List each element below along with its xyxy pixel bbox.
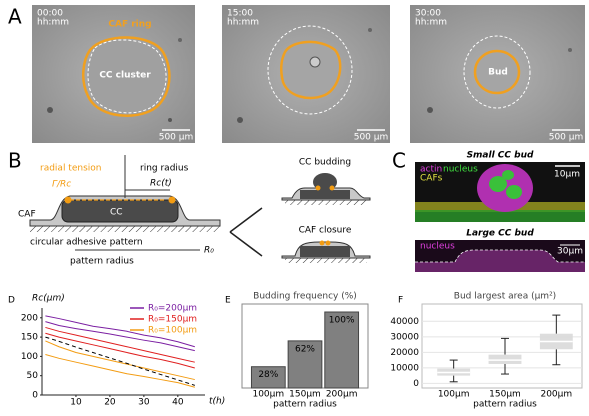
channel-label: nucleus xyxy=(443,165,478,175)
annotation: CC xyxy=(110,208,123,218)
panel-letter: D xyxy=(8,296,15,306)
y-tick-label: 40000 xyxy=(390,317,419,327)
box xyxy=(489,355,522,364)
micrograph: CAF ring CC cluster 00:00 hh:mm 500 μm xyxy=(32,5,195,143)
x-tick-label: 150μm xyxy=(289,390,321,400)
x-tick-label: 40 xyxy=(172,398,184,408)
panel-letter: B xyxy=(8,149,22,173)
annotation: circular adhesive pattern xyxy=(30,238,143,248)
legend-label: R₀=200μm xyxy=(148,304,197,314)
label: CAF ring xyxy=(108,20,151,30)
scale-bar: 30μm xyxy=(557,247,583,257)
x-tick-label: 150μm xyxy=(489,390,521,400)
y-tick-label: 0 xyxy=(413,379,419,389)
x-tick-label: 200μm xyxy=(540,390,572,400)
x-tick-label: 100μm xyxy=(438,390,470,400)
y-tick-label: 0 xyxy=(32,391,38,401)
legend-label: R₀=150μm xyxy=(148,315,197,325)
y-tick-label: 150 xyxy=(21,333,38,343)
micrograph: 15:00 hh:mm 500 μm xyxy=(222,5,390,143)
label: CC cluster xyxy=(99,71,151,81)
axis-label: Rc(μm) xyxy=(32,294,65,304)
image-title: Small CC bud xyxy=(467,151,534,161)
image-title: Large CC bud xyxy=(466,229,534,239)
value-label: 28% xyxy=(258,370,278,380)
chart-title: Bud largest area (μm²) xyxy=(454,292,556,302)
series-line xyxy=(45,354,194,387)
scale-bar: 500 μm xyxy=(159,133,194,143)
annotation: pattern radius xyxy=(70,257,134,267)
annotation: R₀ xyxy=(204,246,214,256)
axis-label: pattern radius xyxy=(473,400,537,410)
panel-letter: A xyxy=(8,5,22,29)
figure: A CAF ring CC cluster 00:00 hh:mm 500 μm… xyxy=(0,0,589,416)
annotation: CAF xyxy=(18,210,36,220)
axis-label: pattern radius xyxy=(273,400,337,410)
panel-letter: F xyxy=(398,296,403,306)
series-line xyxy=(45,337,194,385)
scale-bar: 500 μm xyxy=(354,133,389,143)
fluorescence-image: actin nucleus CAFs 10μm xyxy=(415,162,585,222)
channel-label: nucleus xyxy=(420,242,455,252)
channel-label: CAFs xyxy=(420,174,443,184)
x-tick-label: 10 xyxy=(70,398,82,408)
x-tick-label: 200μm xyxy=(326,390,358,400)
label: Bud xyxy=(488,68,508,78)
micrograph: Bud 30:00 hh:mm 500 μm xyxy=(410,5,585,143)
y-tick-label: 100 xyxy=(21,352,38,362)
annotation: Γ/Rc xyxy=(52,180,71,190)
legend-label: R₀=100μm xyxy=(148,326,197,336)
schematic: radial tension Γ/Rc ring radius Rc(t) CA… xyxy=(18,155,370,267)
annotation: radial tension xyxy=(40,164,101,174)
y-tick-label: 10000 xyxy=(390,363,419,373)
y-tick-label: 30000 xyxy=(390,332,419,342)
fluorescence-image: nucleus 30μm xyxy=(415,240,585,272)
annotation: CAF closure xyxy=(299,226,352,236)
annotation: CC budding xyxy=(299,158,351,168)
value-label: 62% xyxy=(295,344,315,354)
annotation: Rc(t) xyxy=(150,179,172,189)
scale-bar: 500 μm xyxy=(549,133,584,143)
chart-title: Budding frequency (%) xyxy=(253,292,357,302)
x-tick-label: 30 xyxy=(138,398,150,408)
time-unit: hh:mm xyxy=(37,18,69,28)
panel-letter: E xyxy=(225,296,231,306)
x-tick-label: 100μm xyxy=(252,390,284,400)
value-label: 100% xyxy=(329,316,355,326)
panel-letter: C xyxy=(392,149,406,173)
y-tick-label: 50 xyxy=(27,371,39,381)
y-tick-label: 200 xyxy=(21,313,38,323)
axis-label: t(h) xyxy=(209,397,225,407)
y-tick-label: 20000 xyxy=(390,348,419,358)
time-unit: hh:mm xyxy=(415,18,447,28)
annotation: ring radius xyxy=(140,164,189,174)
scale-bar: 10μm xyxy=(554,170,580,180)
x-tick-label: 20 xyxy=(104,398,116,408)
time-unit: hh:mm xyxy=(227,18,259,28)
